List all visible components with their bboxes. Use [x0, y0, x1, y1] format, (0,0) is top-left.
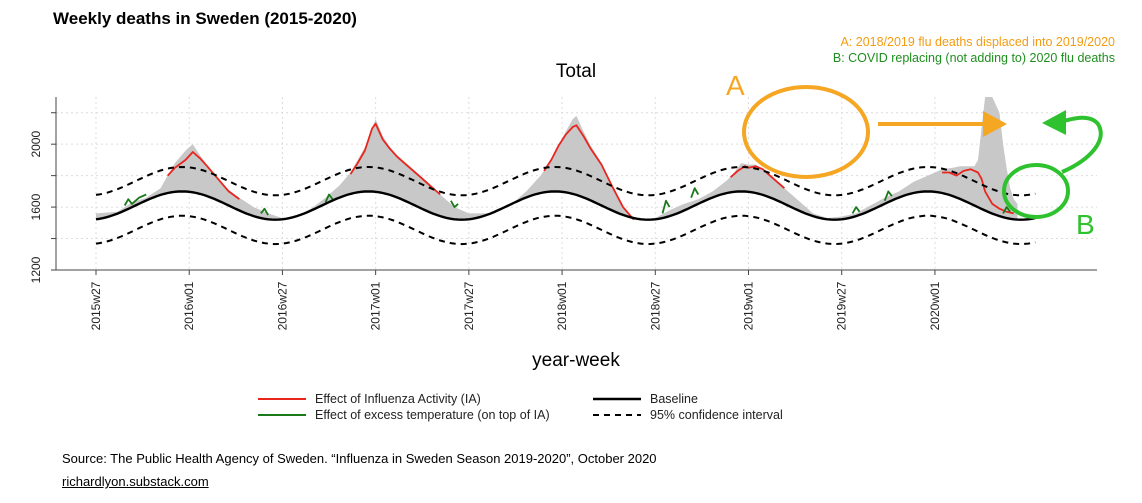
annotation-overlay: A B [726, 70, 1103, 240]
chart-title: Total [556, 61, 596, 82]
x-tick-label: 2016w01 [182, 281, 196, 330]
y-tick-label: 2000 [29, 131, 43, 158]
annotation-a: A: 2018/2019 flu deaths displaced into 2… [840, 35, 1115, 49]
x-axis-label: year-week [532, 350, 620, 371]
series-observed-deaths [96, 97, 1018, 220]
x-tick-label: 2020w01 [928, 281, 942, 330]
source-citation: Source: The Public Health Agency of Swed… [62, 451, 657, 466]
series-temperature-segment [883, 190, 893, 202]
y-tick-label: 1600 [29, 193, 43, 220]
series-temperature-segment [1002, 206, 1011, 214]
series-influenza-segment [349, 122, 441, 196]
x-tick-label: 2019w27 [835, 281, 849, 330]
ci-lower-line [95, 214, 1036, 246]
x-tick-label: 2015w27 [89, 281, 103, 330]
page-title: Weekly deaths in Sweden (2015-2020) [53, 9, 357, 28]
x-tick-label: 2018w01 [555, 281, 569, 330]
x-tick-label: 2018w27 [648, 281, 662, 330]
series-influenza-segment [942, 168, 1014, 215]
site-link[interactable]: richardlyon.substack.com [62, 474, 209, 489]
ci-upper-line [95, 165, 1036, 197]
annotation-b: B: COVID replacing (not adding to) 2020 … [832, 51, 1115, 65]
marker-b: B [1076, 209, 1095, 240]
x-tick-label: 2017w27 [462, 281, 476, 330]
x-tick-label: 2019w01 [742, 281, 756, 330]
x-tick-label: 2016w27 [275, 281, 289, 330]
annotation-b-arrowhead [1042, 110, 1066, 135]
annotation-b-circle [1002, 163, 1070, 219]
annotation-a-arrowhead [983, 111, 1007, 137]
observed-layer [96, 97, 1018, 220]
legend: Effect of Influenza Activity (IA) Effect … [258, 392, 783, 422]
series-influenza-segment [543, 124, 635, 221]
series-temperature-segment [324, 193, 334, 203]
series-temperature-segment [661, 199, 671, 214]
series-influenza-segment [730, 165, 785, 189]
series-temperature-segment [260, 207, 269, 216]
x-tick-label: 2017w01 [369, 281, 383, 330]
line-layer [95, 122, 1036, 246]
legend-label-temperature: Effect of excess temperature (on top of … [315, 408, 550, 422]
legend-label-influenza: Effect of Influenza Activity (IA) [315, 392, 481, 406]
series-temperature-segment [851, 206, 861, 214]
axis-layer: 1200 1600 2000 2015w27 2016w01 2016w27 2017w01… [29, 97, 1097, 330]
marker-a: A [726, 70, 745, 101]
series-influenza-segment [167, 151, 240, 200]
legend-label-baseline: Baseline [650, 392, 698, 406]
annotation-a-circle [742, 85, 870, 179]
legend-label-ci: 95% confidence interval [650, 408, 783, 422]
y-tick-label: 1200 [29, 256, 43, 283]
series-temperature-segment [123, 193, 147, 206]
baseline-line [95, 190, 1036, 221]
series-temperature-segment [450, 200, 459, 208]
annotation-b-arrow [1059, 115, 1103, 174]
series-temperature-segment [690, 187, 700, 199]
